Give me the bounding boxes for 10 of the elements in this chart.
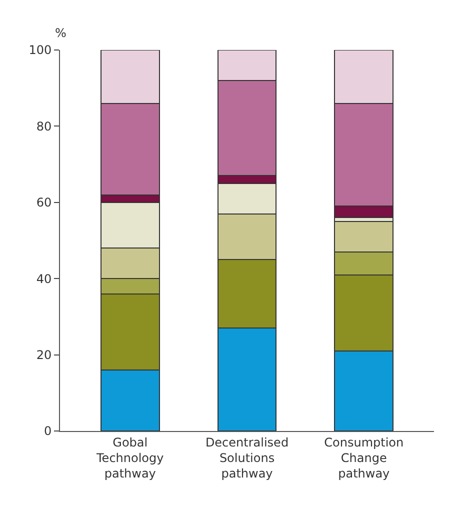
x-tick-label: Decentralised Solutions pathway [205, 435, 289, 481]
y-tick-label: 60 [36, 196, 52, 210]
y-axis-title: % [55, 26, 66, 40]
y-tick-label: 100 [28, 43, 52, 58]
x-tick-label: Gobal Technology pathway [96, 435, 164, 481]
y-tick-label: 20 [36, 348, 52, 362]
y-tick-label: 0 [44, 424, 52, 438]
x-tick-label: Consumption Change pathway [324, 435, 404, 481]
y-tick-label: 80 [36, 119, 52, 134]
y-tick-label: 40 [36, 272, 52, 286]
